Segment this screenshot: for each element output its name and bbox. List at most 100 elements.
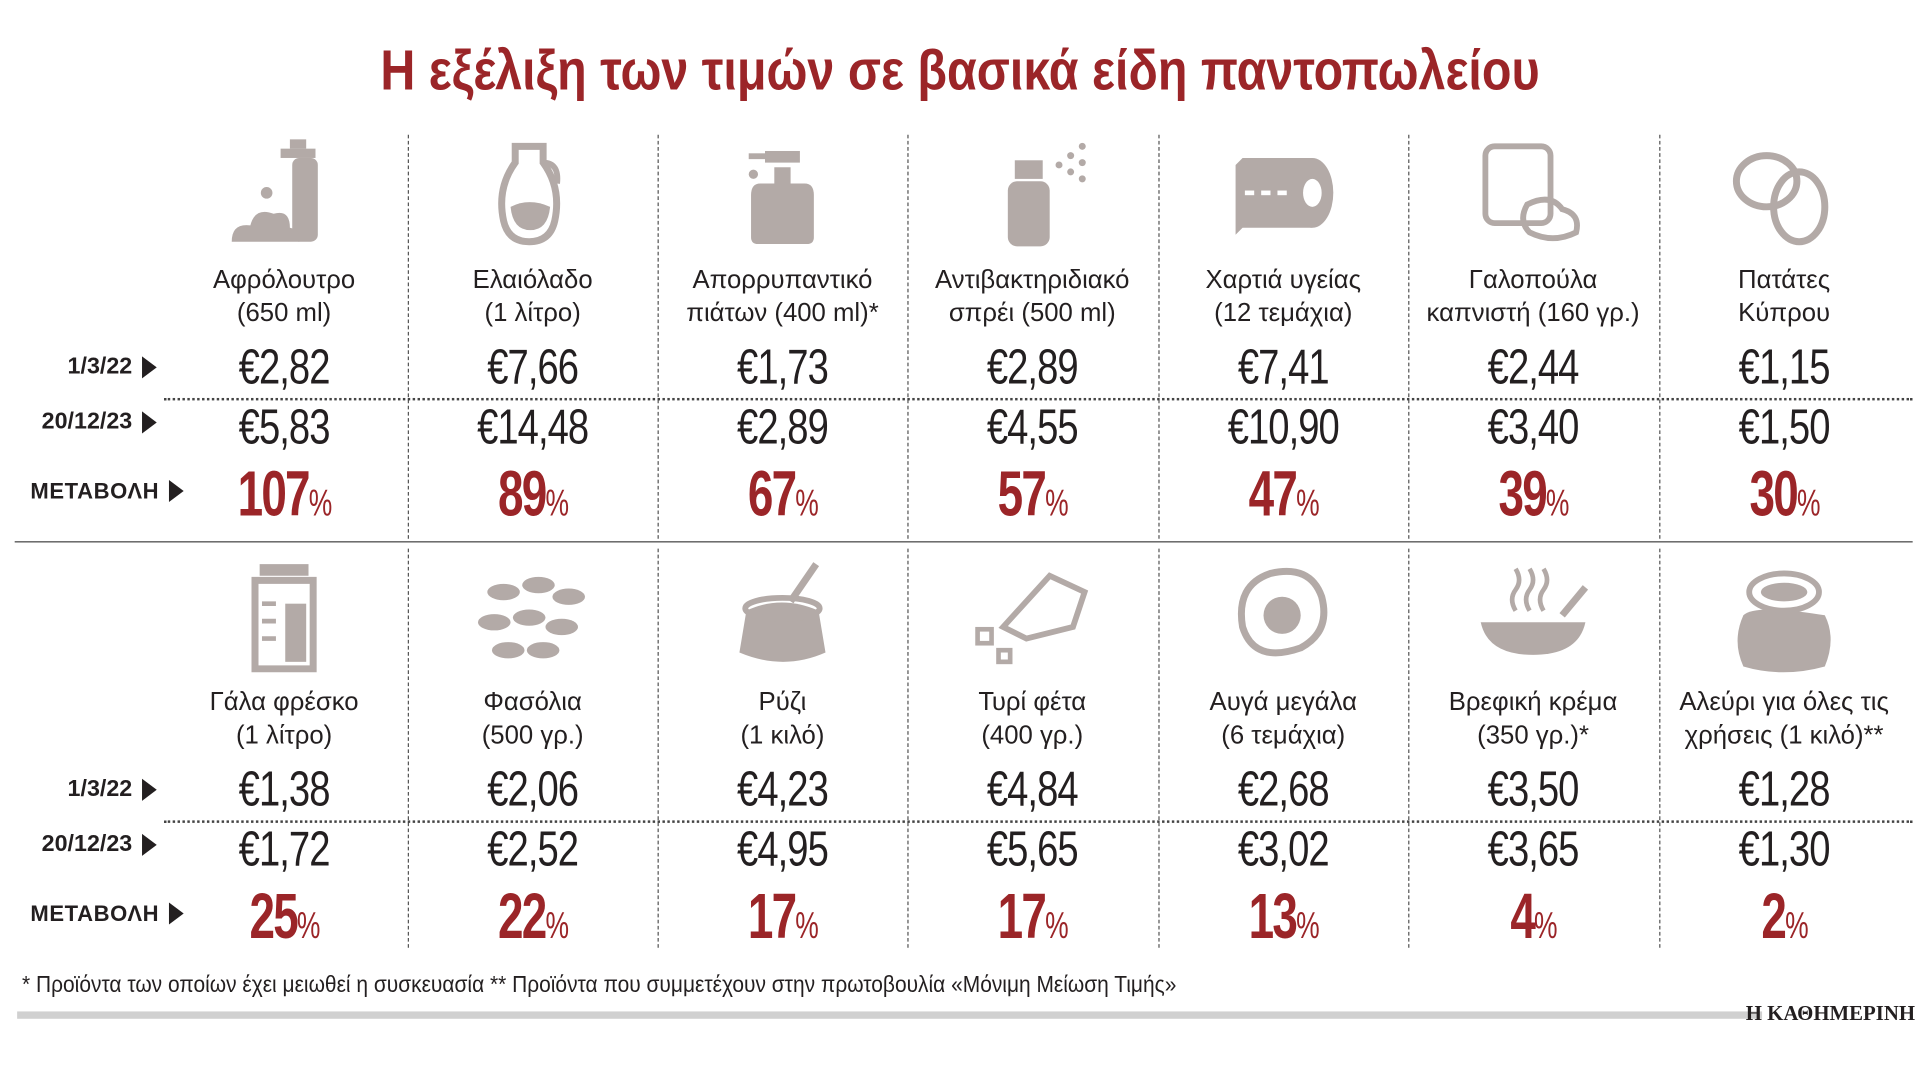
price-2022: €2,06 [487,762,579,817]
row-divider [164,820,1913,823]
price-2023: €5,83 [238,400,331,455]
price-2023: €1,50 [1738,400,1831,455]
change-value: 2 [1761,881,1786,953]
footer-bar [17,1011,1763,1019]
percent-sign: % [545,906,570,947]
product-name-line2: (1 λίτρο) [235,721,333,750]
row-label-text: 20/12/23 [41,831,133,858]
product-name: Αυγά μεγάλα (6 τεμάχια) [1158,686,1408,752]
egg-icon [1158,557,1408,673]
chart-title: Η εξέλιξη των τιμών σε βασικά είδη παντο… [380,37,1540,102]
beans-icon [408,557,658,673]
product-name-line2: σπρέι (500 ml) [948,298,1116,327]
product-name-line1: Ρύζι [758,688,807,717]
price-change: 39% [1443,458,1623,531]
percent-sign: % [1045,906,1069,947]
product-name-line2: (400 γρ.) [981,721,1084,750]
percent-sign: % [1545,483,1570,525]
change-value: 89 [498,459,547,531]
change-value: 39 [1498,459,1547,531]
column-divider [1659,134,1661,539]
row-label-text: 1/3/22 [67,776,133,803]
baby-cereal-bowl-icon [1408,557,1658,673]
product-name-line1: Αφρόλουτρο [212,265,356,294]
column-divider [907,548,909,948]
price-2023: €3,40 [1487,400,1580,455]
rice-sack-icon [658,557,908,673]
percent-sign: % [545,483,570,525]
column-divider [1659,548,1661,948]
price-2023: €1,72 [238,822,331,877]
triangle-icon [142,411,157,434]
price-2022: €7,66 [487,340,579,395]
row-label-change: ΜΕΤΑΒΟΛΗ [0,895,184,932]
spray-icon [907,135,1157,251]
percent-sign: % [296,906,321,947]
product-name: Απορρυπαντικό πιάτων (400 ml)* [658,263,908,329]
change-value: 17 [997,881,1047,953]
shower-gel-icon [159,135,409,251]
change-value: 107 [237,459,311,531]
product-name: Φασόλια (500 γρ.) [408,686,658,752]
product-name: Αντιβακτηριδιακό σπρέι (500 ml) [907,263,1157,329]
triangle-icon [168,902,184,925]
product-name-line1: Γάλα φρέσκο [209,688,359,717]
product-name-line2: (1 κιλό) [740,721,825,750]
price-change: 17% [693,880,873,953]
row-label-text: 20/12/23 [41,408,133,435]
potato-icon [1659,135,1909,251]
price-2022: €3,50 [1487,762,1580,817]
change-value: 30 [1749,459,1798,531]
change-value: 47 [1248,459,1298,531]
price-2023: €4,95 [737,822,829,877]
dish-soap-icon [658,135,908,251]
change-value: 25 [249,881,298,953]
change-value: 17 [747,881,797,953]
product-name: Πατάτες Κύπρου [1659,263,1909,329]
section-divider [14,541,1913,543]
price-2023: €5,65 [986,822,1079,877]
product-name-line1: Ελαιόλαδο [472,265,593,294]
column-divider [1158,548,1160,948]
footnote: * Προϊόντα των οποίων έχει μειωθεί η συσ… [22,972,1177,998]
product-name: Γάλα φρέσκο (1 λίτρο) [159,686,409,752]
product-name-line1: Φασόλια [483,688,582,717]
product-name-line1: Γαλοπούλα [1468,265,1598,294]
price-change: 4% [1443,880,1623,953]
percent-sign: % [1796,483,1821,525]
price-change: 17% [942,880,1122,953]
product-name-line2: χρήσεις (1 κιλό)** [1684,721,1884,750]
price-2023: €10,90 [1227,400,1340,455]
row-label-date2: 20/12/23 [0,405,157,439]
change-value: 22 [498,881,547,953]
product-name-line2: (500 γρ.) [481,721,584,750]
product-name-line1: Βρεφική κρέμα [1448,688,1618,717]
change-value: 4 [1510,881,1535,953]
price-change: 30% [1694,458,1874,531]
price-change: 67% [693,458,873,531]
percent-sign: % [795,906,819,947]
price-2023: €4,55 [986,400,1079,455]
olive-oil-icon [408,135,658,251]
percent-sign: % [795,483,819,525]
price-change: 89% [443,458,623,531]
price-2022: €2,68 [1237,762,1330,817]
triangle-icon [142,833,157,856]
price-2022: €2,89 [986,340,1079,395]
price-2022: €1,28 [1738,762,1831,817]
price-change: 47% [1193,458,1373,531]
row-label-date1: 1/3/22 [0,350,157,384]
row-label-text: ΜΕΤΑΒΟΛΗ [30,900,160,926]
price-2022: €1,38 [238,762,331,817]
triangle-icon [142,356,157,379]
price-2022: €1,15 [1738,340,1831,395]
product-name: Ρύζι (1 κιλό) [658,686,908,752]
row-label-change: ΜΕΤΑΒΟΛΗ [0,473,184,510]
product-name: Ελαιόλαδο (1 λίτρο) [408,263,658,329]
product-name-line1: Αλεύρι για όλες τις [1679,688,1889,717]
price-2023: €2,52 [487,822,579,877]
product-name: Αφρόλουτρο (650 ml) [159,263,409,329]
product-name: Γαλοπούλα καπνιστή (160 γρ.) [1408,263,1658,329]
triangle-icon [168,480,184,503]
product-name: Βρεφική κρέμα (350 γρ.)* [1408,686,1658,752]
